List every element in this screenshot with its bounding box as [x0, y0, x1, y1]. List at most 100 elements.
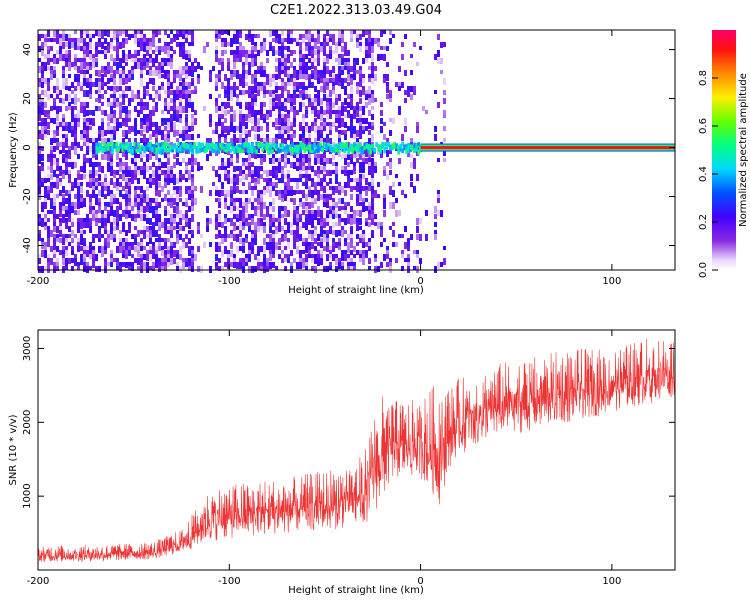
heatmap-cell	[281, 94, 284, 98]
heatmap-cell	[89, 38, 92, 43]
heatmap-cell	[323, 70, 326, 76]
heatmap-cell	[290, 138, 293, 145]
heatmap-cell	[263, 46, 266, 51]
heatmap-cell	[320, 194, 323, 200]
heatmap-cell	[227, 62, 230, 66]
heatmap-cell	[187, 144, 190, 151]
heatmap-cell	[143, 118, 146, 125]
heatmap-cell	[146, 118, 149, 125]
heatmap-cell	[239, 34, 242, 38]
heatmap-cell	[410, 174, 413, 181]
heatmap-cell	[416, 62, 419, 66]
heatmap-cell	[215, 254, 218, 261]
heatmap-cell	[131, 206, 134, 211]
heatmap-cell	[155, 206, 158, 213]
heatmap-cell	[417, 149, 420, 156]
heatmap-cell	[191, 194, 194, 198]
heatmap-cell	[278, 86, 281, 90]
heatmap-cell	[308, 242, 311, 248]
heatmap-cell	[278, 190, 281, 195]
snr-x-label: Height of straight line (km)	[288, 585, 424, 596]
heatmap-cell	[308, 246, 311, 252]
heatmap-cell	[152, 178, 155, 185]
heatmap-cell	[329, 206, 332, 213]
heatmap-cell	[137, 242, 140, 247]
heatmap-cell	[425, 110, 428, 114]
heatmap-cell	[299, 122, 302, 128]
heatmap-cell	[350, 194, 353, 200]
heatmap-cell	[236, 86, 239, 90]
heatmap-cell	[158, 46, 161, 53]
heatmap-cell	[230, 158, 233, 162]
heatmap-cell	[332, 202, 335, 207]
heatmap-cell	[62, 198, 65, 205]
heatmap-cell	[218, 198, 221, 203]
heatmap-cell	[71, 222, 74, 227]
heatmap-cell	[146, 226, 149, 232]
heatmap-cell	[329, 262, 332, 268]
heatmap-cell	[380, 230, 383, 237]
heatmap-cell	[371, 170, 374, 174]
heatmap-cell	[254, 222, 257, 229]
heatmap-cell	[419, 218, 422, 224]
heatmap-cell	[173, 130, 176, 137]
heatmap-cell	[167, 202, 170, 206]
heatmap-cell	[379, 148, 382, 154]
heatmap-cell	[188, 50, 191, 57]
heatmap-cell	[365, 30, 368, 35]
heatmap-cell	[357, 147, 360, 152]
heatmap-cell	[153, 149, 156, 153]
heatmap-cell	[236, 238, 239, 242]
heatmap-cell	[224, 38, 227, 45]
heatmap-cell	[38, 98, 41, 103]
heatmap-cell	[62, 66, 65, 73]
heatmap-cell	[83, 238, 86, 245]
heatmap-cell	[329, 144, 332, 149]
heatmap-cell	[59, 38, 62, 43]
heatmap-cell	[170, 106, 173, 111]
heatmap-cell	[248, 250, 251, 254]
heatmap-cell	[134, 30, 137, 34]
heatmap-cell	[50, 74, 53, 80]
heatmap-cell	[163, 142, 166, 148]
heatmap-cell	[47, 218, 50, 222]
heatmap-cell	[236, 214, 239, 220]
heatmap-cell	[179, 170, 182, 174]
heatmap-cell	[185, 126, 188, 130]
heatmap-cell	[221, 30, 224, 35]
heatmap-cell	[284, 174, 287, 179]
heatmap-cell	[404, 242, 407, 249]
heatmap-cell	[320, 238, 323, 245]
spectrogram-x-label: Height of straight line (km)	[288, 285, 424, 296]
heatmap-cell	[38, 230, 41, 234]
heatmap-cell	[41, 154, 44, 161]
heatmap-cell	[248, 226, 251, 232]
heatmap-cell	[239, 102, 242, 109]
heatmap-cell	[356, 158, 359, 163]
heatmap-cell	[287, 158, 290, 164]
heatmap-cell	[299, 90, 302, 94]
heatmap-cell	[239, 198, 242, 204]
heatmap-cell	[83, 102, 86, 106]
heatmap-cell	[98, 174, 101, 181]
heatmap-cell	[374, 98, 377, 102]
heatmap-cell	[62, 218, 65, 223]
heatmap-cell	[146, 122, 149, 126]
heatmap-cell	[335, 266, 338, 272]
heatmap-cell	[254, 46, 257, 52]
heatmap-cell	[296, 70, 299, 74]
heatmap-cell	[125, 150, 128, 155]
heatmap-cell	[155, 149, 158, 154]
heatmap-cell	[305, 174, 308, 178]
heatmap-cell	[146, 250, 149, 257]
heatmap-cell	[167, 250, 170, 257]
heatmap-cell	[122, 42, 125, 48]
heatmap-cell	[233, 149, 236, 155]
heatmap-cell	[263, 154, 266, 160]
heatmap-cell	[335, 222, 338, 226]
heatmap-cell	[71, 42, 74, 48]
heatmap-cell	[299, 154, 302, 161]
heatmap-cell	[251, 174, 254, 179]
heatmap-cell	[284, 62, 287, 68]
heatmap-cell	[419, 258, 422, 264]
